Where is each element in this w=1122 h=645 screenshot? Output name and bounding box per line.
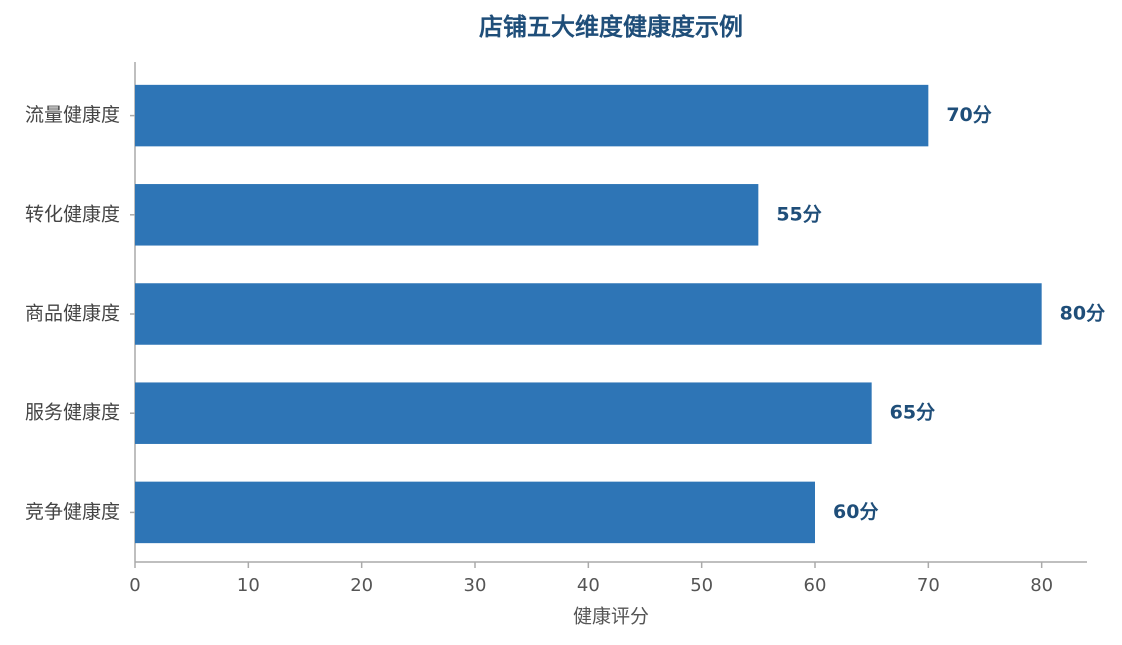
value-label: 80分: [1060, 303, 1105, 325]
bar: [135, 481, 815, 544]
bar: [135, 184, 759, 246]
y-tick-label: 竞争健康度: [25, 501, 120, 523]
x-tick-label: 70: [917, 575, 940, 596]
y-tick-label: 服务健康度: [25, 402, 120, 424]
y-tick-label: 转化健康度: [25, 203, 120, 225]
value-label: 55分: [776, 203, 821, 225]
x-tick-label: 40: [577, 575, 600, 596]
y-tick-label: 商品健康度: [25, 303, 120, 325]
x-axis-label: 健康评分: [573, 606, 649, 628]
bar: [135, 382, 872, 444]
y-tick-label: 流量健康度: [25, 104, 120, 126]
x-tick-label: 20: [350, 575, 373, 596]
bar: [135, 283, 1042, 345]
value-label: 70分: [946, 104, 991, 126]
value-label: 60分: [833, 501, 878, 523]
value-label: 65分: [890, 402, 935, 424]
x-tick-label: 10: [237, 575, 260, 596]
bar: [135, 84, 929, 147]
x-tick-label: 60: [804, 575, 827, 596]
chart-title: 店铺五大维度健康度示例: [479, 13, 743, 41]
x-tick-label: 50: [690, 575, 713, 596]
x-tick-label: 30: [464, 575, 487, 596]
x-tick-label: 80: [1030, 575, 1053, 596]
x-tick-label: 0: [129, 575, 140, 596]
